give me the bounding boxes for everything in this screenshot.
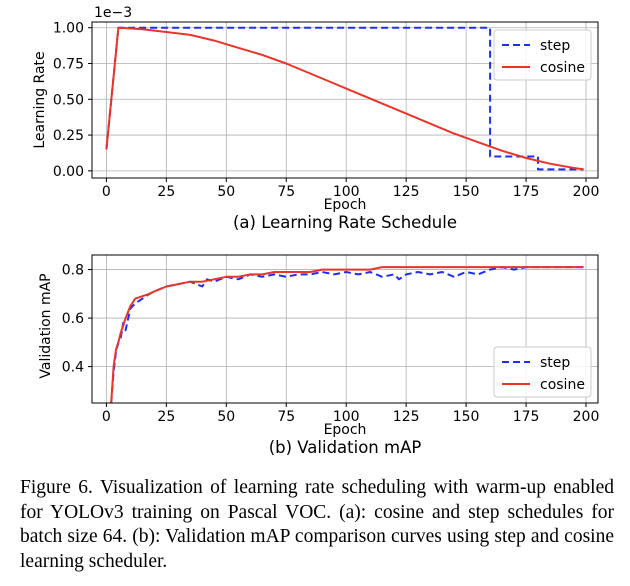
series-group-b: [110, 266, 584, 404]
legend-label-cosine-a: cosine: [540, 60, 585, 76]
x-tick-label-b: 150: [453, 409, 480, 425]
series-line-cosine-b: [110, 266, 584, 404]
series-line-step-b: [110, 266, 584, 404]
legend-a: step cosine: [493, 29, 592, 81]
x-tick-label-b: 125: [393, 409, 420, 425]
x-tick-label-b: 175: [513, 409, 540, 425]
x-tick-label-a: 75: [277, 184, 295, 200]
y-tick-label-b: 0.6: [62, 311, 84, 327]
figure-caption: Figure 6. Visualization of learning rate…: [20, 477, 614, 572]
x-tick-label-a: 175: [513, 184, 540, 200]
chart-learning-rate-schedule: 0 25 50 75 100 125 150 175 200 0.00 0.25 0.50 0.75 1…: [32, 5, 599, 232]
x-tick-label-a: 125: [393, 184, 420, 200]
x-tick-label-b: 75: [277, 409, 295, 425]
y-tick-label-a: 0.00: [53, 164, 84, 180]
x-tick-label-b: 25: [157, 409, 175, 425]
chart-subtitle-a: (a) Learning Rate Schedule: [233, 213, 457, 232]
x-axis-label-b: Epoch: [324, 422, 367, 438]
x-axis-label-a: Epoch: [324, 197, 367, 213]
legend-b: step cosine: [493, 346, 592, 398]
y-tick-label-b: 0.8: [62, 263, 84, 279]
y-axis-label-b: Validation mAP: [38, 273, 54, 378]
y-multiplier-a: 1e−3: [94, 5, 132, 21]
y-axis-label-a: Learning Rate: [32, 51, 48, 148]
x-ticks-b: 0 25 50 75 100 125 150 175 200: [102, 403, 599, 425]
y-tick-label-a: 1.00: [53, 21, 84, 37]
y-ticks-b: 0.4 0.6 0.8: [62, 263, 92, 376]
x-tick-label-a: 0: [102, 184, 111, 200]
x-tick-label-a: 100: [333, 184, 360, 200]
y-tick-label-a: 0.75: [53, 57, 84, 73]
legend-label-step-b: step: [540, 355, 570, 371]
x-tick-label-a: 200: [573, 184, 600, 200]
x-tick-label-a: 150: [453, 184, 480, 200]
y-tick-label-a: 0.25: [53, 128, 84, 144]
x-ticks-a: 0 25 50 75 100 125 150 175 200: [102, 178, 599, 200]
legend-label-step-a: step: [540, 38, 570, 54]
figure: 0 25 50 75 100 125 150 175 200 0.00 0.25 0.50 0.75 1…: [32, 5, 599, 457]
chart-subtitle-b: (b) Validation mAP: [269, 438, 422, 457]
series-group-a: [105, 26, 584, 171]
x-tick-label-b: 50: [217, 409, 235, 425]
x-tick-label-b: 100: [333, 409, 360, 425]
y-ticks-a: 0.00 0.25 0.50 0.75 1.00: [53, 21, 92, 180]
x-tick-label-b: 200: [573, 409, 600, 425]
y-tick-label-b: 0.4: [62, 360, 84, 376]
series-line-cosine-a: [105, 26, 584, 171]
x-tick-label-a: 50: [217, 184, 235, 200]
x-tick-label-b: 0: [102, 409, 111, 425]
plot-frame-b: [91, 254, 599, 404]
legend-label-cosine-b: cosine: [540, 377, 585, 393]
chart-validation-map: 0 25 50 75 100 125 150 175 200 0.4 0.6 0.8 Validat…: [38, 254, 599, 457]
x-tick-label-a: 25: [157, 184, 175, 200]
y-tick-label-a: 0.50: [53, 92, 84, 108]
plot-frame-a: [91, 21, 599, 179]
